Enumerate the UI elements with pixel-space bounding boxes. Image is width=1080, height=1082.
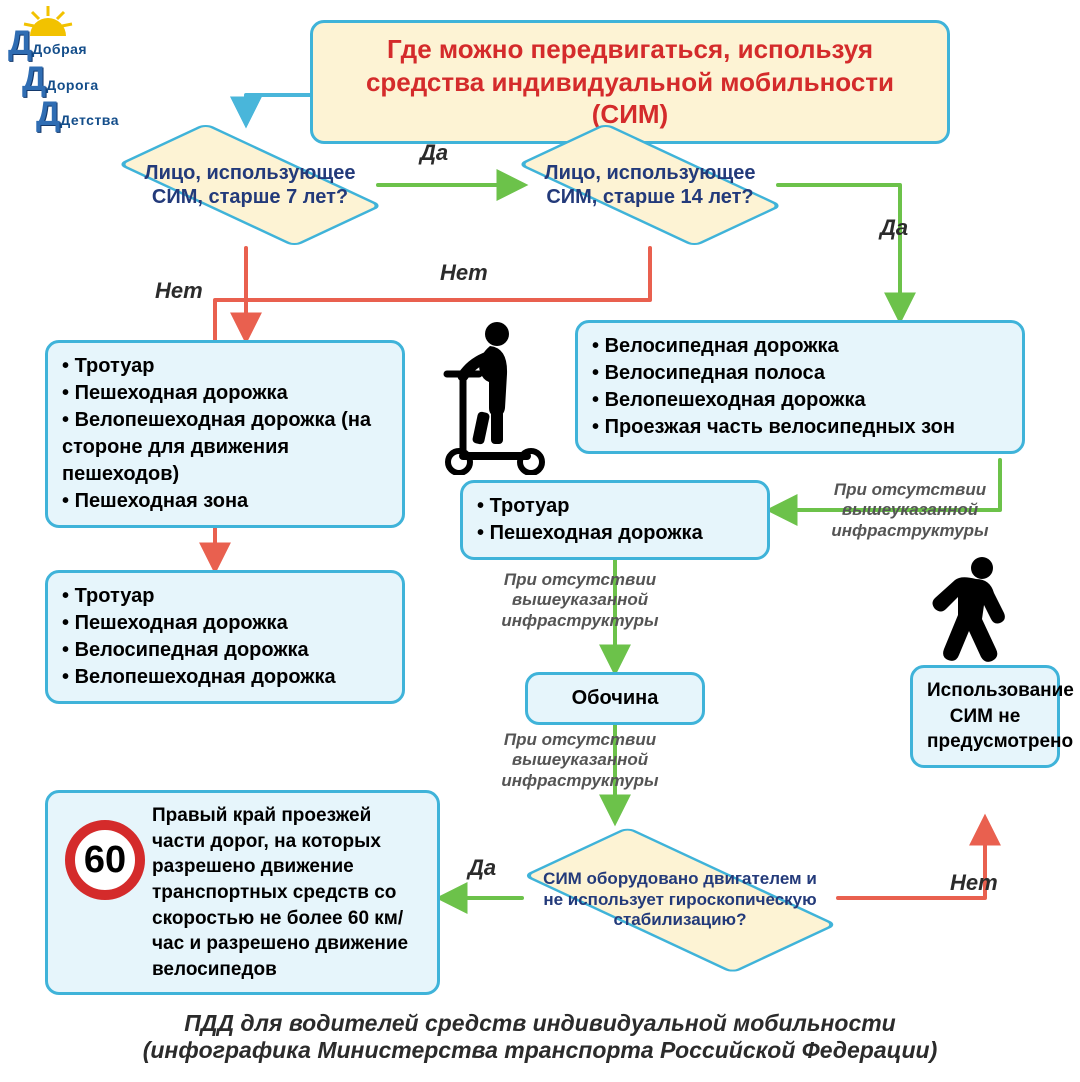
list-item: Пешеходная дорожка (62, 610, 388, 637)
logo-line-1: Добрая (32, 42, 87, 57)
box-under-7: ТротуарПешеходная дорожкаВелопешеходная … (45, 340, 405, 528)
box-not-allowed-text: Использование СИМ не предусмотрено (927, 680, 1074, 752)
box-7-to-13: ТротуарПешеходная дорожкаВелосипедная до… (45, 570, 405, 704)
decision-age-7-text: Лицо, использующее СИМ, старше 7 лет? (138, 161, 362, 209)
edge-label-yes-3: Да (468, 855, 496, 881)
box-shoulder-text: Обочина (572, 687, 659, 709)
list-item: Проезжая часть велосипедных зон (592, 414, 1008, 441)
box-over-14-primary: Велосипедная дорожкаВелосипедная полосаВ… (575, 320, 1025, 454)
list-item: Тротуар (477, 493, 753, 520)
box-not-allowed: Использование СИМ не предусмотрено (910, 665, 1060, 768)
edge-label-no-2: Нет (440, 260, 488, 286)
speed-limit-sign-icon: 60 (65, 820, 145, 900)
logo-line-2: Дорога (46, 78, 98, 93)
box-under-7-list: ТротуарПешеходная дорожкаВелопешеходная … (62, 353, 388, 515)
list-item: Тротуар (62, 583, 388, 610)
list-item: Велосипедная дорожка (592, 333, 1008, 360)
list-item: Пешеходная дорожка (477, 520, 753, 547)
edge-label-yes-2: Да (880, 215, 908, 241)
list-item: Велопешеходная дорожка (62, 664, 388, 691)
decision-motor-text: СИМ оборудовано двигателем и не использу… (538, 869, 822, 930)
logo: ДДобрая ДДорога ДДетства (8, 4, 148, 133)
list-item: Пешеходная зона (62, 488, 388, 515)
scooter-rider-icon (435, 320, 555, 475)
list-item: Велопешеходная дорожка (на стороне для д… (62, 407, 388, 488)
box-7-to-13-list: ТротуарПешеходная дорожкаВелосипедная до… (62, 583, 388, 691)
list-item: Велосипедная дорожка (62, 637, 388, 664)
logo-line-3: Детства (60, 113, 119, 128)
note-2: При отсутствии вышеуказанной инфраструкт… (470, 570, 690, 631)
footer-caption: ПДД для водителей средств индивидуальной… (0, 1010, 1080, 1064)
list-item: Велосипедная полоса (592, 360, 1008, 387)
edge-label-no-1: Нет (155, 278, 203, 304)
list-item: Велопешеходная дорожка (592, 387, 1008, 414)
note-1: При отсутствии вышеуказанной инфраструкт… (800, 480, 1020, 541)
box-over-14-sidewalk-list: ТротуарПешеходная дорожка (477, 493, 753, 547)
list-item: Пешеходная дорожка (62, 380, 388, 407)
edge-label-yes-1: Да (420, 140, 448, 166)
decision-age-14: Лицо, использующее СИМ, старше 14 лет? (520, 120, 780, 250)
box-over-14-sidewalk: ТротуарПешеходная дорожка (460, 480, 770, 560)
sun-icon (18, 2, 78, 36)
box-shoulder: Обочина (525, 672, 705, 725)
edge-label-no-3: Нет (950, 870, 998, 896)
decision-age-7: Лицо, использующее СИМ, старше 7 лет? (120, 120, 380, 250)
box-over-14-primary-list: Велосипедная дорожкаВелосипедная полосаВ… (592, 333, 1008, 441)
pedestrian-icon (930, 555, 1030, 665)
decision-motor: СИМ оборудовано двигателем и не использу… (520, 820, 840, 980)
footer-line-1: ПДД для водителей средств индивидуальной… (0, 1010, 1080, 1037)
decision-age-14-text: Лицо, использующее СИМ, старше 14 лет? (538, 161, 762, 209)
list-item: Тротуар (62, 353, 388, 380)
note-3: При отсутствии вышеуказанной инфраструкт… (470, 730, 690, 791)
speed-value: 60 (84, 839, 126, 882)
title-text: Где можно передвигаться, используя средс… (366, 34, 894, 129)
footer-line-2: (инфографика Министерства транспорта Рос… (0, 1037, 1080, 1064)
